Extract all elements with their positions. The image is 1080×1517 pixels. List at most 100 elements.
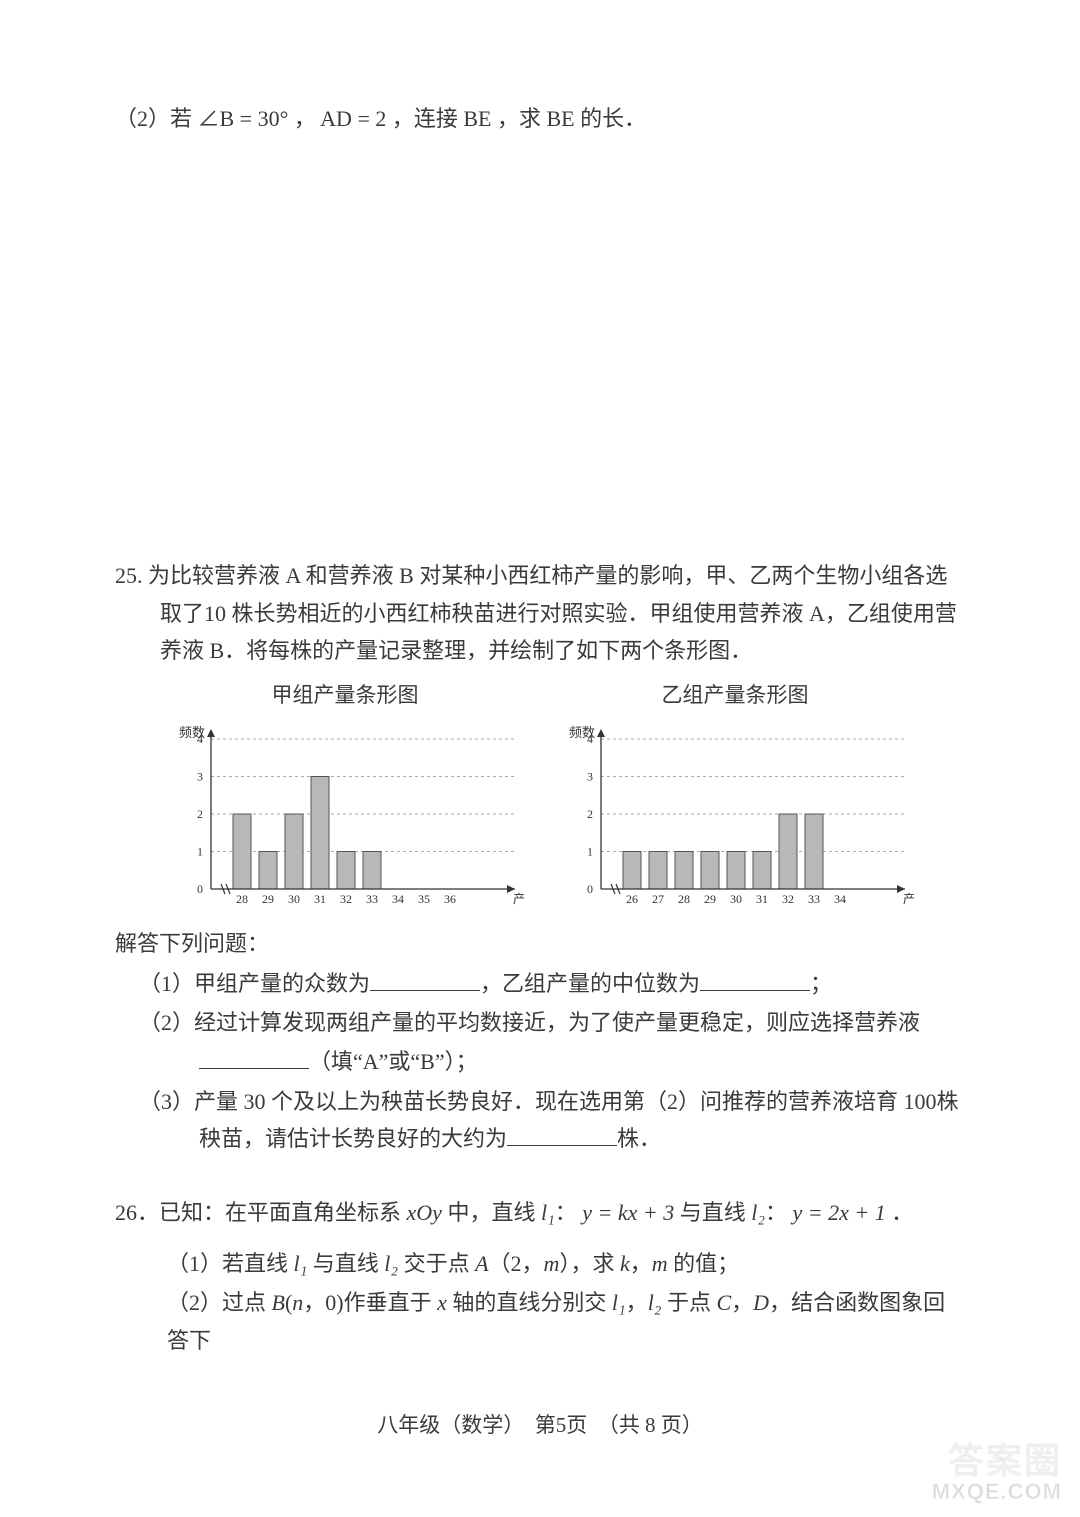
q25-p2-cont: （填“A”或“B”）； [115, 1043, 965, 1080]
chart-b-block: 乙组产量条形图 01234262728293031323334频数产量/个 [555, 678, 915, 918]
svg-text:26: 26 [626, 892, 638, 906]
q25-p3-b: 株． [617, 1126, 661, 1151]
question-26: 26．已知：在平面直角坐标系 xOy 中，直线 l₁： y = kx + 3 与… [115, 1194, 965, 1360]
q26-p1-b: 与直线 [307, 1251, 384, 1276]
q25-p2-a: （2）经过计算发现两组产量的平均数接近，为了使产量更稳定，则应选择营养液 [139, 1010, 920, 1035]
q25-p2: （2）经过计算发现两组产量的平均数接近，为了使产量更稳定，则应选择营养液 [115, 1004, 965, 1041]
q26-intro: 26．已知：在平面直角坐标系 xOy 中，直线 l₁： y = kx + 3 与… [115, 1194, 965, 1231]
q26-p1-k: k [620, 1251, 630, 1276]
q26-l2: l₂ [751, 1200, 765, 1225]
question-25: 25. 为比较营养液 A 和营养液 B 对某种小西红柿产量的影响，甲、乙两个生物… [115, 557, 965, 1157]
chart-a: 01234282930313233343536频数产量/个 [165, 717, 525, 917]
svg-text:2: 2 [197, 807, 203, 821]
q26-c1: ： [555, 1200, 583, 1225]
q26-p2-a: （2）过点 [167, 1290, 272, 1315]
q26-num: 26． [115, 1200, 159, 1225]
q26-p1-e: ），求 [559, 1251, 620, 1276]
svg-text:0: 0 [197, 882, 203, 896]
svg-text:31: 31 [756, 892, 768, 906]
svg-text:32: 32 [340, 892, 352, 906]
svg-text:33: 33 [808, 892, 820, 906]
q25-ask: 解答下列问题： [115, 925, 965, 962]
svg-text:30: 30 [288, 892, 300, 906]
q25-num: 25. [115, 563, 143, 588]
q26-p2-l1: l₁ [612, 1290, 626, 1315]
q26-c2: ： [765, 1200, 793, 1225]
chart-b-title: 乙组产量条形图 [662, 678, 809, 714]
q26-p2: （2）过点 B(n，0)作垂直于 x 轴的直线分别交 l₁，l₂ 于点 C，D，… [115, 1284, 965, 1359]
q26-p1-g: 的值； [668, 1251, 740, 1276]
q25-p1-c: ； [810, 971, 832, 996]
chart-a-block: 甲组产量条形图 01234282930313233343536频数产量/个 [165, 678, 525, 918]
q24-part2: （2）若 ∠B = 30° ， AD = 2 ，连接 BE ，求 BE 的长． [115, 100, 965, 137]
q26-p1-l2: l₂ [384, 1251, 398, 1276]
q26-intro-b: 中，直线 [442, 1200, 541, 1225]
blank-1 [370, 966, 480, 990]
svg-text:产量/个: 产量/个 [903, 892, 915, 906]
q26-p2-f: 于点 [661, 1290, 716, 1315]
q26-p2-n: n [292, 1290, 303, 1315]
chart-b: 01234262728293031323334频数产量/个 [555, 717, 915, 917]
q26-p1-c: 交于点 [398, 1251, 475, 1276]
blank-3 [199, 1045, 309, 1069]
q26-p1: （1）若直线 l₁ 与直线 l₂ 交于点 A（2，m），求 k，m 的值； [115, 1245, 965, 1282]
q26-p1-m2: m [652, 1251, 668, 1276]
q26-p2-c: ，0)作垂直于 [303, 1290, 437, 1315]
svg-text:28: 28 [678, 892, 690, 906]
svg-text:34: 34 [392, 892, 404, 906]
q26-p2-d: 轴的直线分别交 [447, 1290, 612, 1315]
q25-p3: （3）产量 30 个及以上为秧苗长势良好．现在选用第（2）问推荐的营养液培育 1… [115, 1083, 965, 1158]
q26-p1-d: （2， [489, 1251, 544, 1276]
q25-p1-a: （1）甲组产量的众数为 [139, 971, 370, 996]
svg-text:28: 28 [236, 892, 248, 906]
q26-p1-f: ， [630, 1251, 652, 1276]
chart-a-title: 甲组产量条形图 [272, 678, 419, 714]
svg-text:34: 34 [834, 892, 846, 906]
svg-text:频数: 频数 [569, 725, 595, 740]
q26-p2-B: B [272, 1290, 285, 1315]
svg-text:1: 1 [587, 845, 593, 859]
q26-p2-x: x [437, 1290, 447, 1315]
watermark-line2: MXQE.COM [932, 1480, 1062, 1503]
q26-intro-d: ． [886, 1200, 914, 1225]
q26-xoy: xOy [407, 1200, 442, 1225]
q25-intro-body: 为比较营养液 A 和营养液 B 对某种小西红柿产量的影响，甲、乙两个生物小组各选… [148, 563, 957, 663]
q26-p1-m: m [544, 1251, 560, 1276]
q26-eq2: y = 2x + 1 [793, 1200, 886, 1225]
q26-p1-a: （1）若直线 [167, 1251, 294, 1276]
svg-text:2: 2 [587, 807, 593, 821]
svg-text:频数: 频数 [179, 725, 205, 740]
q25-p1: （1）甲组产量的众数为 ，乙组产量的中位数为 ； [115, 965, 965, 1002]
watermark: 答案圈 MXQE.COM [932, 1442, 1062, 1503]
q26-eq1: y = kx + 3 [582, 1200, 674, 1225]
q26-intro-a: 已知：在平面直角坐标系 [159, 1200, 407, 1225]
svg-text:3: 3 [587, 770, 593, 784]
svg-text:1: 1 [197, 845, 203, 859]
svg-text:33: 33 [366, 892, 378, 906]
svg-text:3: 3 [197, 770, 203, 784]
svg-text:27: 27 [652, 892, 664, 906]
svg-text:30: 30 [730, 892, 742, 906]
blank-2 [700, 966, 810, 990]
watermark-line1: 答案圈 [932, 1442, 1062, 1480]
blank-4 [507, 1122, 617, 1146]
q26-p2-e: ， [626, 1290, 648, 1315]
q26-p2-C: C [716, 1290, 731, 1315]
q26-intro-c: 与直线 [674, 1200, 751, 1225]
q26-p1-A: A [475, 1251, 488, 1276]
svg-text:36: 36 [444, 892, 456, 906]
q25-p1-b: ，乙组产量的中位数为 [480, 971, 700, 996]
svg-text:31: 31 [314, 892, 326, 906]
q26-p1-l1: l₁ [294, 1251, 308, 1276]
svg-text:29: 29 [704, 892, 716, 906]
page-footer: 八年级（数学） 第5页 （共 8 页） [0, 1409, 1080, 1439]
svg-text:0: 0 [587, 882, 593, 896]
svg-text:32: 32 [782, 892, 794, 906]
q26-p2-l2: l₂ [648, 1290, 662, 1315]
svg-text:35: 35 [418, 892, 430, 906]
q26-l1: l₁ [541, 1200, 555, 1225]
q25-text: 25. 为比较营养液 A 和营养液 B 对某种小西红柿产量的影响，甲、乙两个生物… [115, 557, 965, 669]
q25-p2-b: （填“A”或“B”）； [309, 1049, 478, 1074]
svg-text:产量/个: 产量/个 [513, 892, 525, 906]
q26-p2-g: ， [731, 1290, 753, 1315]
